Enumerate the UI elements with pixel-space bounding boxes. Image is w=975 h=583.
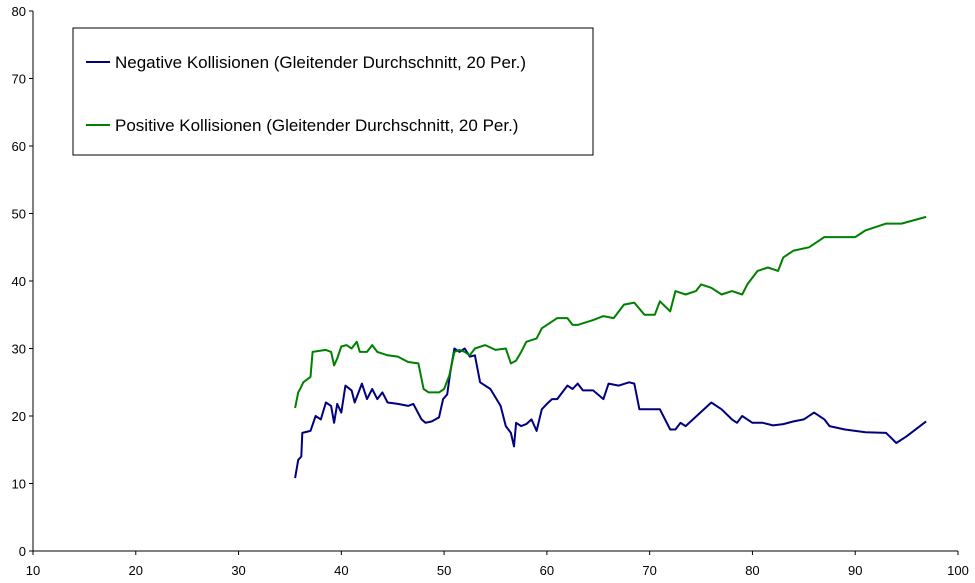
y-tick-label: 70: [12, 72, 26, 87]
x-tick-label: 50: [437, 563, 451, 578]
plot-lines: [294, 215, 927, 479]
legend: Negative Kollisionen (Gleitender Durchsc…: [72, 27, 594, 156]
y-tick-label: 40: [12, 274, 26, 289]
x-tick-label: 60: [540, 563, 554, 578]
x-tick-label: 90: [848, 563, 862, 578]
series-line-positive: [294, 215, 927, 409]
legend-label-negative: Negative Kollisionen (Gleitender Durchsc…: [115, 53, 526, 72]
y-tick-label: 30: [12, 342, 26, 357]
x-tick-label: 80: [745, 563, 759, 578]
x-tick-label: 30: [231, 563, 245, 578]
y-ticks: 0 10 20 30 40 50 60 70 80: [12, 4, 33, 559]
series-line-negative: [294, 347, 927, 479]
x-tick-label: 100: [947, 563, 969, 578]
y-tick-label: 50: [12, 207, 26, 222]
y-tick-label: 0: [19, 544, 26, 559]
y-tick-label: 20: [12, 409, 26, 424]
x-tick-label: 40: [334, 563, 348, 578]
x-tick-label: 70: [642, 563, 656, 578]
x-tick-label: 10: [26, 563, 40, 578]
x-ticks: 10 20 30 40 50 60 70 80 90 100: [26, 551, 969, 578]
x-tick-label: 20: [129, 563, 143, 578]
legend-label-positive: Positive Kollisionen (Gleitender Durchsc…: [115, 116, 518, 135]
y-tick-label: 60: [12, 139, 26, 154]
y-tick-label: 80: [12, 4, 26, 19]
y-tick-label: 10: [12, 477, 26, 492]
legend-box: [72, 27, 594, 156]
